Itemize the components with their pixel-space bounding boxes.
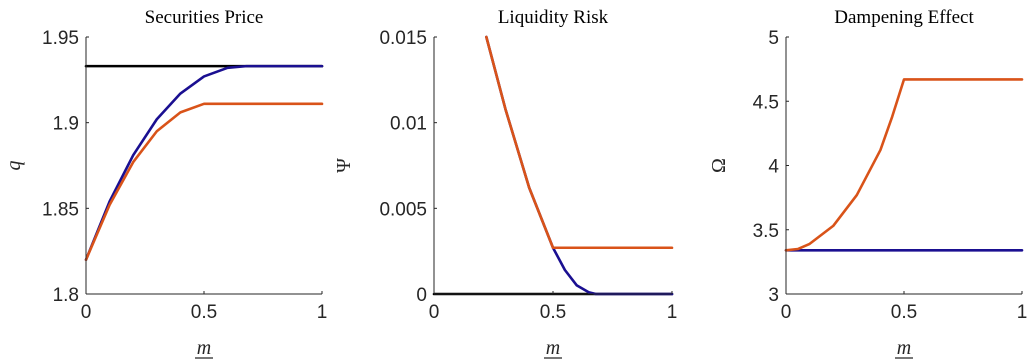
chart-panel-3: 0 0.5 1 3 3.5 4 4.5 5 Dampening Effect m Ω	[708, 7, 1027, 359]
series-line-3	[84, 102, 324, 262]
chart-title: Dampening Effect	[834, 7, 974, 28]
x-tick-label: 0	[781, 302, 792, 323]
y-axis-label: Ω	[708, 158, 730, 173]
x-axis-label: m	[546, 337, 560, 359]
x-tick-label: 0	[429, 302, 440, 323]
y-tick-label: 1.85	[42, 199, 79, 220]
chart-panel-2: 0 0.5 1 0 0.005 0.01 0.015 Liquidity Risk m Ψ	[333, 7, 677, 359]
y-tick-label: 5	[768, 28, 779, 49]
y-axis-label: Ψ	[333, 158, 355, 173]
y-tick-label: 0.015	[379, 28, 427, 49]
y-axis-label: q	[3, 161, 25, 171]
x-tick-label: 0	[81, 302, 92, 323]
chart-title: Liquidity Risk	[498, 7, 609, 28]
series-line-2	[84, 64, 324, 262]
series-line-2	[784, 78, 1024, 252]
chart-panel-1: 0 0.5 1 1.8 1.85 1.9 1.95 Securities Price m q	[3, 7, 327, 359]
x-tick-label: 1	[667, 302, 678, 323]
y-tick-label: 1.9	[53, 114, 79, 135]
y-tick-label: 4	[768, 157, 779, 178]
series-line-2	[485, 35, 674, 296]
y-tick-label: 1.8	[53, 285, 79, 306]
y-tick-label: 3.5	[753, 221, 779, 242]
y-tick-label: 1.95	[42, 28, 79, 49]
y-tick-label: 4.5	[753, 92, 779, 113]
x-tick-label: 1	[317, 302, 328, 323]
y-tick-label: 0	[416, 285, 427, 306]
y-tick-label: 0.005	[379, 199, 427, 220]
x-tick-label: 1	[1017, 302, 1028, 323]
chart-title: Securities Price	[145, 7, 264, 28]
series-line-3	[485, 35, 674, 250]
y-tick-label: 0.01	[390, 114, 427, 135]
x-tick-label: 0.5	[891, 302, 917, 323]
x-tick-label: 0.5	[540, 302, 566, 323]
x-axis-label: m	[897, 337, 911, 359]
x-tick-label: 0.5	[191, 302, 217, 323]
x-axis-label: m	[197, 337, 211, 359]
y-tick-label: 3	[768, 285, 779, 306]
